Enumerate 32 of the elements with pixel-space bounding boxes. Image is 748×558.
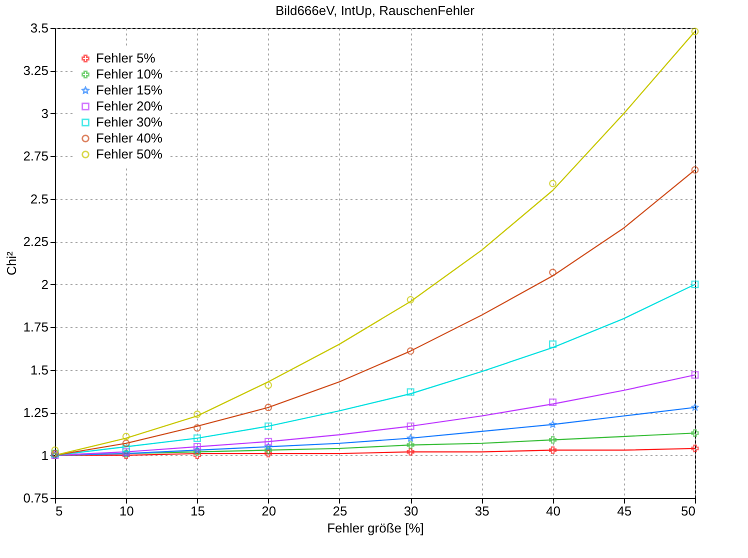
y-tick-label: 3.25 [23, 63, 48, 78]
legend-label: Fehler 30% [96, 114, 163, 130]
x-tick-label: 45 [617, 504, 632, 518]
y-tick-label: 3 [41, 106, 48, 121]
x-tick-label: 35 [474, 504, 490, 518]
y-tick-label: 2.25 [23, 234, 48, 250]
x-tick-label: 30 [404, 504, 418, 518]
legend-label: Fehler 20% [96, 98, 163, 114]
x-tick-label: 40 [546, 504, 561, 518]
chart-title: Bild666eV, IntUp, RauschenFehler [276, 3, 476, 18]
x-tick-label: 15 [190, 504, 205, 518]
y-axis-title: Chi² [4, 250, 20, 276]
x-axis-title: Fehler größe [%] [327, 520, 424, 536]
y-tick-label: 1.5 [30, 362, 48, 378]
y-tick-label: 1.75 [23, 320, 48, 335]
y-tick-label: 2 [41, 276, 48, 292]
y-tick-label: 1 [41, 448, 48, 463]
legend-label: Fehler 50% [96, 146, 163, 162]
y-tick-label: 0.75 [23, 490, 48, 506]
x-tick-label: 5 [56, 504, 63, 518]
x-tick-label: 50 [681, 504, 696, 518]
legend-label: Fehler 15% [96, 82, 163, 98]
y-tick-label: 1.25 [23, 405, 48, 420]
legend-label: Fehler 5% [96, 50, 156, 66]
legend-label: Fehler 40% [96, 130, 163, 146]
x-tick-label: 10 [119, 504, 134, 518]
y-tick-label: 3.5 [30, 20, 48, 36]
x-tick-label: 25 [332, 504, 348, 518]
y-tick-label: 2.5 [30, 191, 48, 206]
x-tick-label: 20 [262, 504, 276, 518]
legend-label: Fehler 10% [96, 66, 163, 82]
y-tick-label: 2.75 [23, 148, 48, 164]
